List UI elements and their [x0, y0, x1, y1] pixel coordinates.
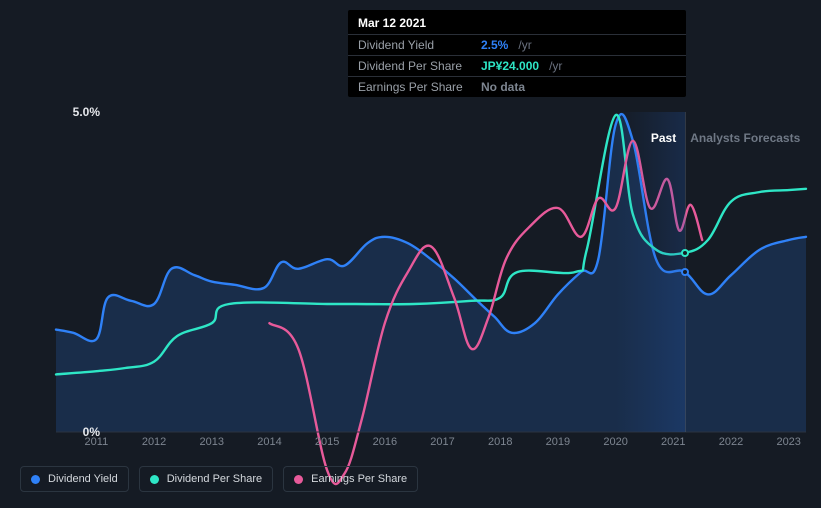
plot-area: Past Analysts Forecasts 5.0%0%2011201220… — [56, 112, 806, 432]
x-axis-label: 2023 — [776, 436, 800, 448]
chart-legend: Dividend Yield Dividend Per Share Earnings… — [20, 466, 418, 492]
tooltip-row-value: JP¥24.000 — [481, 59, 539, 73]
legend-label: Dividend Per Share — [167, 473, 262, 485]
x-axis-label: 2012 — [142, 436, 166, 448]
x-axis-label: 2016 — [373, 436, 397, 448]
chart-tooltip: Mar 12 2021 Dividend Yield2.5%/yrDividen… — [348, 10, 686, 97]
chart-svg — [56, 112, 806, 432]
legend-dot-icon — [294, 475, 303, 484]
legend-dot-icon — [31, 475, 40, 484]
tooltip-row-unit: /yr — [549, 59, 562, 73]
x-axis-label: 2022 — [719, 436, 743, 448]
legend-item[interactable]: Earnings Per Share — [283, 466, 418, 492]
x-axis-label: 2013 — [200, 436, 224, 448]
dividend-chart: Past Analysts Forecasts 5.0%0%2011201220… — [0, 0, 821, 508]
tooltip-date: Mar 12 2021 — [348, 10, 686, 34]
tooltip-row: Dividend Yield 2.5% /yr — [348, 34, 686, 55]
legend-item[interactable]: Dividend Per Share — [139, 466, 273, 492]
legend-dot-icon — [150, 475, 159, 484]
tooltip-row-label: Dividend Per Share — [358, 59, 473, 73]
legend-label: Earnings Per Share — [311, 473, 407, 485]
x-axis-label: 2020 — [603, 436, 627, 448]
tooltip-row-label: Dividend Yield — [358, 38, 473, 52]
tooltip-row-value: 2.5% — [481, 38, 508, 52]
legend-item[interactable]: Dividend Yield — [20, 466, 129, 492]
legend-label: Dividend Yield — [48, 473, 118, 485]
marker-dividend-per-share — [681, 249, 689, 257]
tooltip-row-unit: /yr — [518, 38, 531, 52]
tooltip-row: Earnings Per Share No data — [348, 76, 686, 97]
x-axis-label: 2017 — [430, 436, 454, 448]
tooltip-row-value: No data — [481, 80, 525, 94]
x-axis-label: 2019 — [546, 436, 570, 448]
forecast-gradient — [616, 112, 685, 432]
forecast-label: Analysts Forecasts — [690, 131, 800, 145]
past-label: Past — [651, 131, 676, 145]
x-axis-label: 2018 — [488, 436, 512, 448]
x-axis-label: 2011 — [85, 436, 109, 448]
tooltip-row-label: Earnings Per Share — [358, 80, 473, 94]
marker-dividend-yield — [681, 268, 689, 276]
y-axis-label: 5.0% — [73, 105, 100, 119]
past-forecast-labels: Past Analysts Forecasts — [651, 131, 800, 145]
tooltip-row: Dividend Per Share JP¥24.000/yr — [348, 55, 686, 76]
x-axis-label: 2014 — [257, 436, 281, 448]
x-axis-label: 2021 — [661, 436, 685, 448]
x-axis-label: 2015 — [315, 436, 339, 448]
